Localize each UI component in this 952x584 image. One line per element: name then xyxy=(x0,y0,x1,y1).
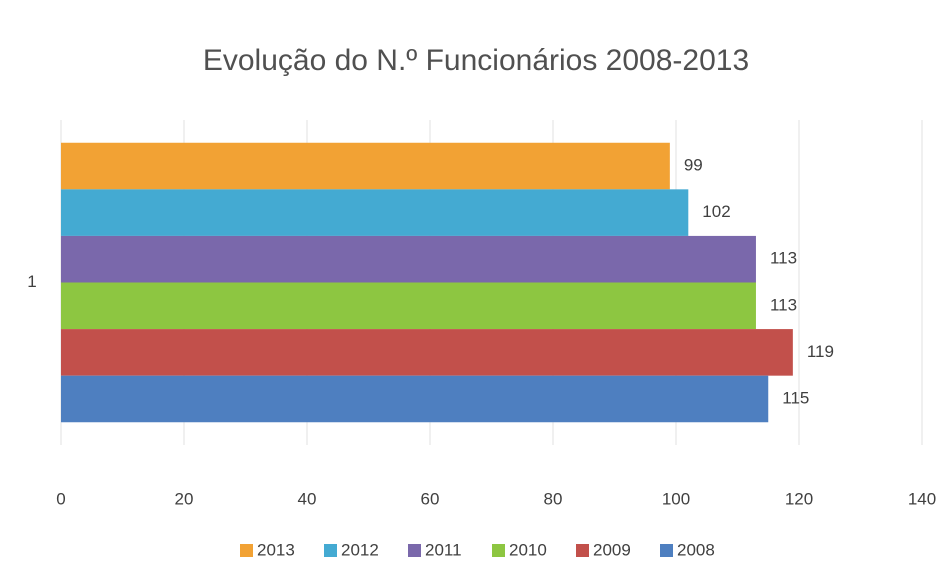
data-label: 99 xyxy=(684,156,703,175)
data-label: 119 xyxy=(807,342,834,361)
legend-swatch xyxy=(408,544,421,557)
x-tick-label: 60 xyxy=(421,489,440,508)
chart-title: Evolução do N.º Funcionários 2008-2013 xyxy=(203,44,749,77)
data-label: 115 xyxy=(782,388,809,407)
x-tick-label: 20 xyxy=(175,489,194,508)
legend-label: 2009 xyxy=(593,540,631,559)
data-label: 113 xyxy=(770,295,797,314)
bar xyxy=(61,235,756,283)
x-tick-label: 40 xyxy=(298,489,317,508)
legend-swatch xyxy=(492,544,505,557)
legend-swatch xyxy=(240,544,253,557)
legend-swatch xyxy=(324,544,337,557)
data-label: 102 xyxy=(702,202,730,221)
bar xyxy=(61,142,670,190)
x-tick-label: 100 xyxy=(662,489,690,508)
x-tick-label: 120 xyxy=(785,489,813,508)
bar xyxy=(61,375,769,423)
legend-label: 2010 xyxy=(509,540,547,559)
x-tick-label: 0 xyxy=(56,489,65,508)
legend-swatch xyxy=(660,544,673,557)
legend-label: 2013 xyxy=(257,540,295,559)
legend-swatch xyxy=(576,544,589,557)
data-label: 113 xyxy=(770,249,797,268)
legend-label: 2008 xyxy=(677,540,715,559)
x-tick-label: 80 xyxy=(544,489,563,508)
legend-label: 2011 xyxy=(425,540,462,559)
bar xyxy=(61,329,793,376)
bar xyxy=(61,282,756,330)
x-tick-label: 140 xyxy=(908,489,936,508)
legend-label: 2012 xyxy=(341,540,379,559)
y-tick-label: 1 xyxy=(27,272,36,291)
bar xyxy=(61,189,689,236)
